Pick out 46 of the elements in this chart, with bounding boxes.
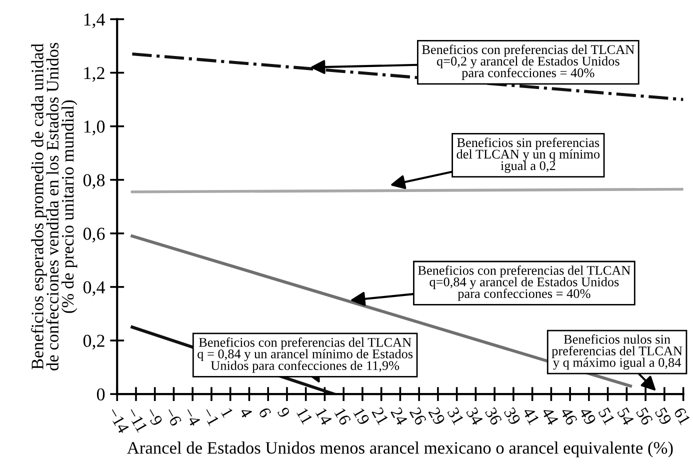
x-tick-label: 36 — [484, 406, 502, 426]
x-tick-label: 61 — [674, 406, 691, 426]
annotation: Beneficios nulos sin preferencias del TLCAN y q máximo igual a 0,84 — [552, 334, 682, 370]
annotation: Beneficios sin preferencias del TLCAN y un q mínimo igual a 0,2 — [456, 138, 600, 173]
x-tick-label: 49 — [578, 406, 596, 426]
x-tick-label: 39 — [504, 406, 521, 426]
y-tick-label: 1,4 — [84, 14, 106, 28]
x-tick-label: −6 — [164, 406, 182, 427]
x-tick-label: 1 — [221, 407, 234, 418]
x-tick-label: 24 — [390, 406, 408, 426]
x-tick-label: −9 — [150, 409, 163, 426]
x-tick-label: 56 — [636, 406, 654, 426]
x-tick-label: 44 — [541, 406, 559, 426]
x-tick-label: −4 — [183, 406, 201, 427]
annotation: Beneficios con preferencias del TLCAN q = 0,84 y un arancel mínimo de Estados Unidos para confecciones de 11,9% — [198, 337, 413, 373]
y-tick-label: 0,8 — [83, 174, 105, 189]
x-tick-label: 29 — [428, 406, 446, 426]
x-tick-label: 34 — [466, 406, 484, 426]
annotation: Beneficios con preferencias del TLCAN q=0,84 y arancel de Estados Unidos para confecciones = 40% — [418, 265, 630, 301]
annotation: Beneficios con preferencias del TLCAN q=0,2 y arancel de Estados Unidos para confecciones = 40% — [422, 44, 634, 80]
x-tick-label: 26 — [409, 406, 427, 426]
x-tick-label: 41 — [522, 406, 540, 426]
x-tick-label: 46 — [560, 406, 578, 426]
x-tick-label: 14 — [315, 407, 332, 426]
x-tick-label: 11 — [296, 407, 313, 425]
x-tick-label: −14 — [108, 406, 130, 434]
y-tick-label: 0,6 — [83, 228, 105, 242]
x-tick-label: 16 — [334, 407, 352, 426]
x-tick-label: 4 — [239, 406, 253, 419]
y-tick-label: 0 — [96, 388, 105, 400]
x-tick-label: 6 — [258, 406, 272, 419]
y-axis-title: Beneficios esperados promedio de cada unidad de confecciones vendida en los Estados Unidos (% de precio unitario mundial) — [30, 42, 78, 370]
x-tick-label: 21 — [372, 406, 389, 426]
x-tick-label: 9 — [277, 406, 290, 418]
y-tick-label: 1,2 — [84, 67, 104, 82]
y-tick-label: 1,0 — [84, 120, 105, 136]
x-tick-label: −1 — [202, 406, 220, 426]
x-tick-label: 19 — [353, 407, 370, 426]
x-tick-label: 51 — [598, 406, 616, 426]
y-tick-label: 0,4 — [83, 281, 106, 296]
x-tick-label: −11 — [130, 409, 148, 433]
x-axis-title: Arancel de Estados Unidos menos arancel mexicano o arancel equivalente (%) — [127, 442, 673, 458]
x-tick-label: 31 — [447, 406, 464, 426]
x-tick-label: 59 — [654, 406, 672, 426]
y-tick-label: 0,2 — [83, 334, 104, 350]
x-tick-label: 54 — [617, 406, 634, 426]
